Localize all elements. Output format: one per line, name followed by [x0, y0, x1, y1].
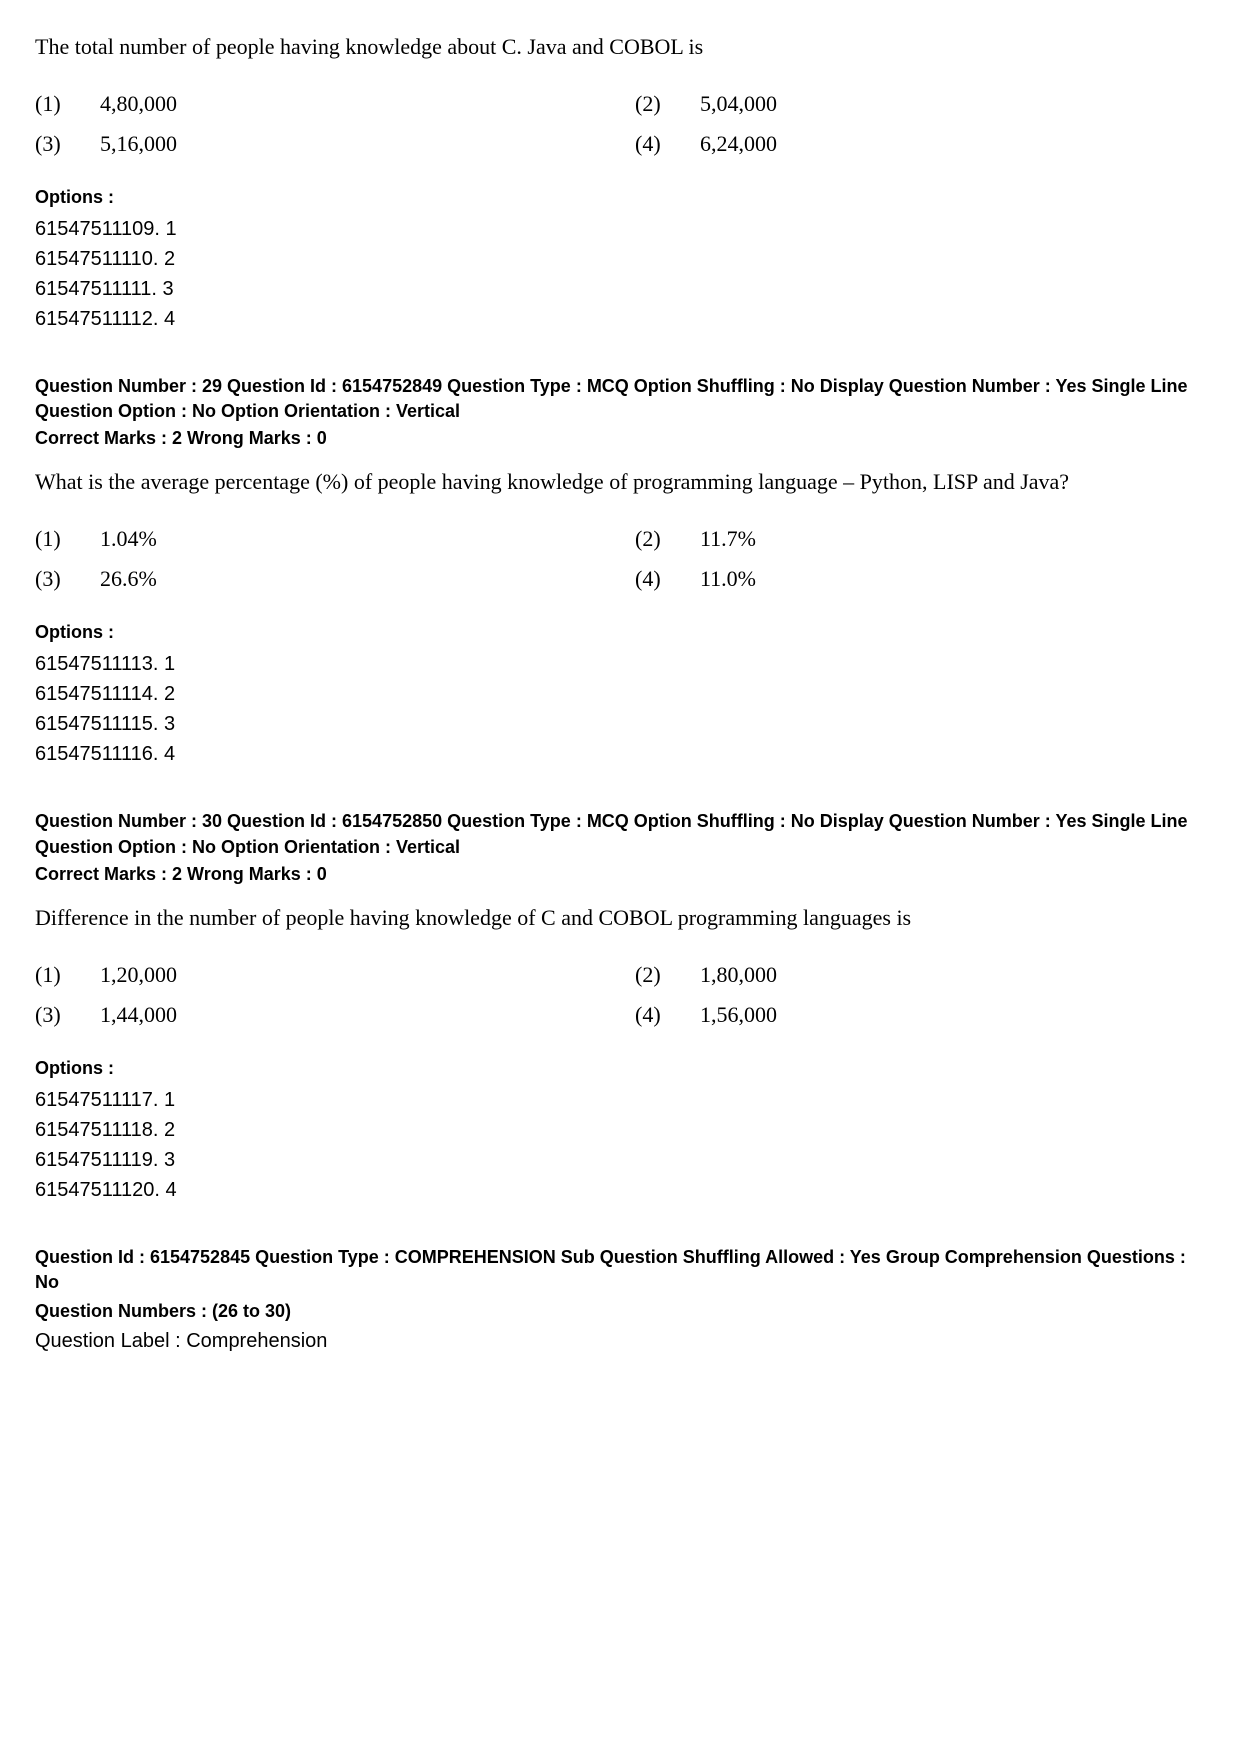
choice-row: (3) 1,44,000: [35, 1002, 605, 1028]
q28-question-text: The total number of people having knowle…: [35, 30, 1205, 63]
option-item: 61547511113. 1: [35, 649, 1205, 679]
q28-choices: (1) 4,80,000 (2) 5,04,000 (3) 5,16,000 (…: [35, 91, 1205, 157]
choice-num: (2): [635, 91, 685, 117]
choice-num: (4): [635, 566, 685, 592]
choice-val: 4,80,000: [85, 91, 177, 117]
choice-row: (1) 4,80,000: [35, 91, 605, 117]
choice-val: 11.0%: [685, 566, 756, 592]
choice-row: (3) 5,16,000: [35, 131, 605, 157]
option-item: 61547511112. 4: [35, 304, 1205, 334]
choice-num: (3): [35, 1002, 85, 1028]
choice-num: (3): [35, 131, 85, 157]
choice-row: (3) 26.6%: [35, 566, 605, 592]
choice-row: (2) 11.7%: [635, 526, 1205, 552]
choice-val: 1.04%: [85, 526, 157, 552]
options-header: Options :: [35, 1058, 1205, 1079]
choice-num: (1): [35, 91, 85, 117]
comprehension-numbers: Question Numbers : (26 to 30): [35, 1299, 1205, 1324]
choice-num: (2): [635, 962, 685, 988]
q30-question-text: Difference in the number of people havin…: [35, 901, 1205, 934]
option-item: 61547511114. 2: [35, 679, 1205, 709]
option-item: 61547511117. 1: [35, 1085, 1205, 1115]
q30-meta: Question Number : 30 Question Id : 61547…: [35, 809, 1205, 859]
choice-row: (1) 1,20,000: [35, 962, 605, 988]
choice-num: (1): [35, 526, 85, 552]
choice-row: (1) 1.04%: [35, 526, 605, 552]
options-header: Options :: [35, 622, 1205, 643]
q29-choices: (1) 1.04% (2) 11.7% (3) 26.6% (4) 11.0%: [35, 526, 1205, 592]
option-item: 61547511109. 1: [35, 214, 1205, 244]
choice-val: 1,44,000: [85, 1002, 177, 1028]
q30-choices: (1) 1,20,000 (2) 1,80,000 (3) 1,44,000 (…: [35, 962, 1205, 1028]
choice-row: (4) 1,56,000: [635, 1002, 1205, 1028]
choice-val: 11.7%: [685, 526, 756, 552]
option-item: 61547511110. 2: [35, 244, 1205, 274]
q29-block: Question Number : 29 Question Id : 61547…: [35, 374, 1205, 769]
choice-val: 1,56,000: [685, 1002, 777, 1028]
option-item: 61547511115. 3: [35, 709, 1205, 739]
q29-marks: Correct Marks : 2 Wrong Marks : 0: [35, 428, 1205, 449]
options-header: Options :: [35, 187, 1205, 208]
choice-num: (2): [635, 526, 685, 552]
choice-val: 5,04,000: [685, 91, 777, 117]
option-item: 61547511116. 4: [35, 739, 1205, 769]
q29-question-text: What is the average percentage (%) of pe…: [35, 465, 1205, 498]
q28-options-list: 61547511109. 1 61547511110. 2 6154751111…: [35, 214, 1205, 334]
choice-num: (1): [35, 962, 85, 988]
q30-options-list: 61547511117. 1 61547511118. 2 6154751111…: [35, 1085, 1205, 1205]
q30-block: Question Number : 30 Question Id : 61547…: [35, 809, 1205, 1204]
choice-num: (4): [635, 131, 685, 157]
option-item: 61547511120. 4: [35, 1175, 1205, 1205]
comprehension-block: Question Id : 6154752845 Question Type :…: [35, 1245, 1205, 1354]
option-item: 61547511119. 3: [35, 1145, 1205, 1175]
option-item: 61547511111. 3: [35, 274, 1205, 304]
q29-options-list: 61547511113. 1 61547511114. 2 6154751111…: [35, 649, 1205, 769]
choice-val: 1,20,000: [85, 962, 177, 988]
q30-marks: Correct Marks : 2 Wrong Marks : 0: [35, 864, 1205, 885]
choice-row: (2) 5,04,000: [635, 91, 1205, 117]
option-item: 61547511118. 2: [35, 1115, 1205, 1145]
choice-val: 26.6%: [85, 566, 157, 592]
choice-row: (4) 6,24,000: [635, 131, 1205, 157]
choice-row: (2) 1,80,000: [635, 962, 1205, 988]
comprehension-label: Question Label : Comprehension: [35, 1330, 1205, 1353]
q28-block: The total number of people having knowle…: [35, 30, 1205, 334]
choice-val: 6,24,000: [685, 131, 777, 157]
comprehension-meta: Question Id : 6154752845 Question Type :…: [35, 1245, 1205, 1295]
choice-val: 5,16,000: [85, 131, 177, 157]
choice-val: 1,80,000: [685, 962, 777, 988]
choice-num: (3): [35, 566, 85, 592]
choice-num: (4): [635, 1002, 685, 1028]
q29-meta: Question Number : 29 Question Id : 61547…: [35, 374, 1205, 424]
choice-row: (4) 11.0%: [635, 566, 1205, 592]
